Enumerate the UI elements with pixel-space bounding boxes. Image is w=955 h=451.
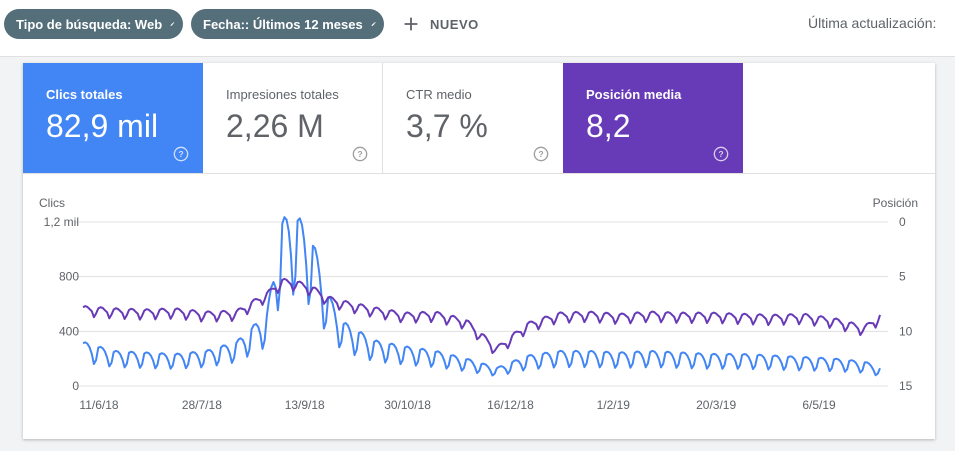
last-update-text: Última actualización: xyxy=(808,15,937,31)
y-left-axis-label: Clics xyxy=(39,196,65,210)
x-tick-label: 16/12/18 xyxy=(487,398,534,412)
svg-text:?: ? xyxy=(357,149,362,159)
date-filter-chip[interactable]: Fecha:: Últimos 12 meses xyxy=(191,9,384,39)
svg-text:?: ? xyxy=(178,149,183,159)
average-ctr-value: 3,7 % xyxy=(406,108,488,144)
edit-pencil-icon[interactable] xyxy=(371,16,376,32)
total-impressions-metric[interactable]: Impresiones totales 2,26 M ? xyxy=(203,63,383,173)
date-filter-label: Fecha:: Últimos 12 meses xyxy=(203,16,363,32)
new-filter-button[interactable]: NUEVO xyxy=(400,10,479,38)
help-icon[interactable]: ? xyxy=(352,146,368,162)
y-right-tick-label: 10 xyxy=(899,324,913,338)
average-position-metric[interactable]: Posición media 8,2 ? xyxy=(563,63,743,173)
help-icon[interactable]: ? xyxy=(173,146,189,162)
y-right-tick-label: 0 xyxy=(899,215,906,229)
y-right-axis-label: Posición xyxy=(873,196,918,210)
average-position-value: 8,2 xyxy=(586,108,631,144)
total-clicks-metric[interactable]: Clics totales 82,9 mil ? xyxy=(23,63,203,173)
y-left-tick-label: 1,2 mil xyxy=(44,215,79,229)
series-line-position xyxy=(82,277,881,354)
performance-chart: Clics Posición 1,2 mil 800 400 0 0 5 10 15 11/6/… xyxy=(39,196,918,412)
plus-icon xyxy=(404,17,418,31)
search-type-filter-label: Tipo de búsqueda: Web xyxy=(16,16,163,32)
x-tick-label: 20/3/19 xyxy=(696,398,736,412)
average-position-label: Posición media xyxy=(586,87,682,102)
new-filter-label: NUEVO xyxy=(430,16,479,32)
filter-toolbar: Tipo de búsqueda: Web Fecha:: Últimos 12… xyxy=(0,0,955,57)
total-clicks-label: Clics totales xyxy=(46,87,123,102)
x-tick-label: 13/9/18 xyxy=(285,398,325,412)
edit-pencil-icon[interactable] xyxy=(170,16,175,32)
performance-card: Clics totales 82,9 mil ? Impresiones tot… xyxy=(23,63,935,439)
y-right-tick-label: 5 xyxy=(899,270,906,284)
svg-text:?: ? xyxy=(718,149,723,159)
y-left-tick-label: 800 xyxy=(59,270,79,284)
x-tick-label: 6/5/19 xyxy=(802,398,836,412)
svg-text:?: ? xyxy=(538,149,543,159)
average-ctr-metric[interactable]: CTR medio 3,7 % ? xyxy=(383,63,563,173)
series-line-clicks xyxy=(82,216,881,377)
average-ctr-label: CTR medio xyxy=(406,87,472,102)
total-impressions-label: Impresiones totales xyxy=(226,87,339,102)
metrics-divider xyxy=(23,173,935,174)
x-tick-label: 11/6/18 xyxy=(79,398,118,412)
y-right-tick-label: 15 xyxy=(899,379,913,393)
y-left-tick-label: 400 xyxy=(59,324,79,338)
help-icon[interactable]: ? xyxy=(713,146,729,162)
total-clicks-value: 82,9 mil xyxy=(46,108,159,144)
search-type-filter-chip[interactable]: Tipo de búsqueda: Web xyxy=(4,9,183,39)
y-left-tick-label: 0 xyxy=(72,379,79,393)
x-tick-label: 30/10/18 xyxy=(384,398,431,412)
total-impressions-value: 2,26 M xyxy=(226,108,324,144)
x-tick-label: 1/2/19 xyxy=(597,398,631,412)
x-tick-label: 28/7/18 xyxy=(182,398,222,412)
help-icon[interactable]: ? xyxy=(533,146,549,162)
